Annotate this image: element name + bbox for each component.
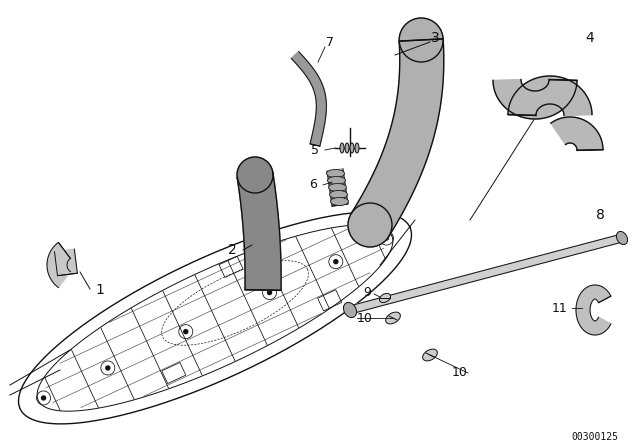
Circle shape bbox=[184, 330, 188, 334]
Circle shape bbox=[348, 203, 392, 247]
Ellipse shape bbox=[328, 184, 346, 191]
Ellipse shape bbox=[330, 198, 349, 206]
Text: 2: 2 bbox=[228, 243, 236, 257]
Bar bbox=[162, 362, 186, 383]
Polygon shape bbox=[237, 172, 281, 290]
Circle shape bbox=[385, 236, 388, 240]
Circle shape bbox=[334, 260, 338, 264]
Text: 7: 7 bbox=[326, 35, 334, 48]
Polygon shape bbox=[551, 117, 603, 151]
Circle shape bbox=[237, 157, 273, 193]
Text: 00300125: 00300125 bbox=[571, 432, 618, 442]
Polygon shape bbox=[47, 242, 70, 288]
Text: 8: 8 bbox=[596, 208, 604, 222]
Ellipse shape bbox=[330, 190, 348, 198]
Polygon shape bbox=[351, 39, 444, 237]
Ellipse shape bbox=[328, 177, 346, 185]
Ellipse shape bbox=[326, 169, 344, 177]
Circle shape bbox=[42, 396, 45, 400]
Text: 10: 10 bbox=[452, 366, 468, 379]
Ellipse shape bbox=[616, 232, 628, 245]
Polygon shape bbox=[327, 169, 348, 206]
Ellipse shape bbox=[350, 143, 354, 153]
Text: 3: 3 bbox=[431, 31, 440, 45]
Text: 4: 4 bbox=[586, 31, 595, 45]
Ellipse shape bbox=[386, 312, 401, 324]
Bar bbox=[219, 256, 243, 277]
Circle shape bbox=[268, 291, 271, 294]
Ellipse shape bbox=[340, 143, 344, 153]
Polygon shape bbox=[508, 76, 592, 116]
Polygon shape bbox=[291, 52, 326, 146]
Text: 10: 10 bbox=[357, 311, 373, 324]
Polygon shape bbox=[54, 249, 77, 276]
Polygon shape bbox=[576, 285, 611, 335]
Circle shape bbox=[106, 366, 110, 370]
Ellipse shape bbox=[355, 143, 359, 153]
Text: 1: 1 bbox=[95, 283, 104, 297]
Text: 11: 11 bbox=[552, 302, 568, 314]
Polygon shape bbox=[493, 80, 577, 119]
Ellipse shape bbox=[345, 143, 349, 153]
Circle shape bbox=[399, 18, 443, 62]
Ellipse shape bbox=[344, 302, 356, 318]
Ellipse shape bbox=[422, 349, 437, 361]
Text: 6: 6 bbox=[309, 178, 317, 191]
Text: 5: 5 bbox=[311, 143, 319, 156]
Polygon shape bbox=[349, 234, 623, 314]
Ellipse shape bbox=[380, 293, 390, 302]
Bar bbox=[317, 290, 342, 311]
Text: 9: 9 bbox=[363, 287, 371, 300]
